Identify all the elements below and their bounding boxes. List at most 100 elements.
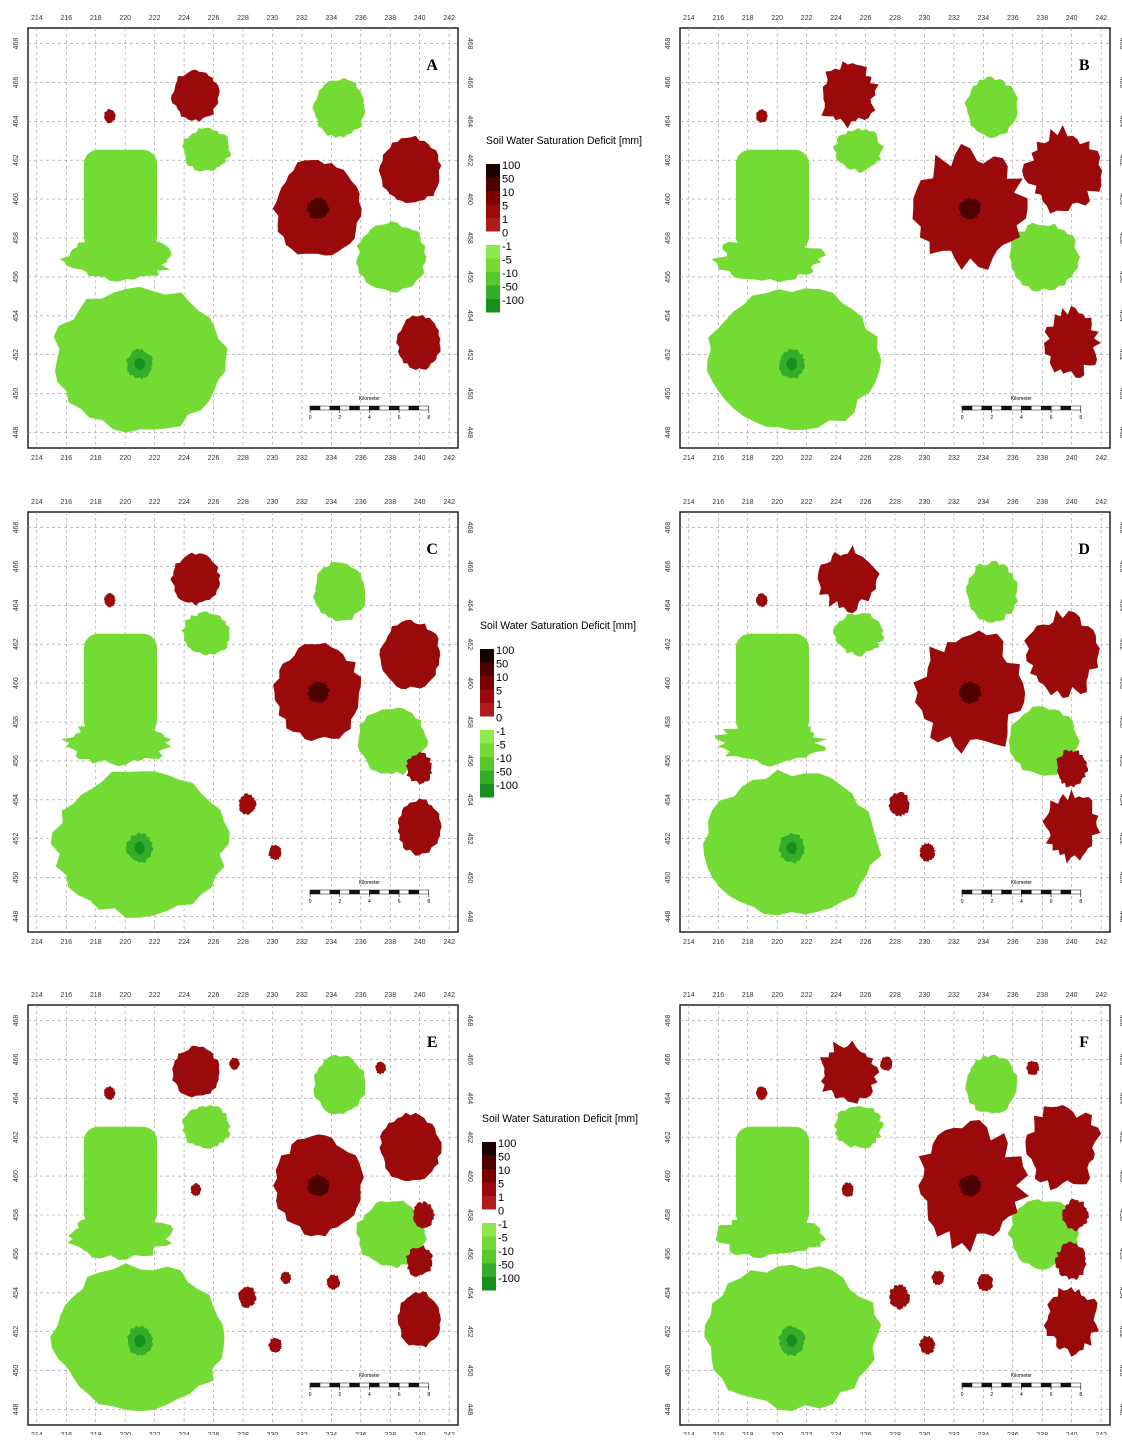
x-tick-label: 220 [119, 992, 131, 999]
scale-bar-segment [1051, 1383, 1061, 1387]
scale-bar-segment [1002, 1383, 1012, 1387]
legend-swatch [480, 784, 494, 798]
scale-bar-title: Kilometer [359, 396, 380, 402]
legend: Soil Water Saturation Deficit [mm]100501… [480, 620, 636, 798]
x-tick-label: 230 [267, 992, 279, 999]
zone [1025, 1105, 1101, 1190]
x-tick-label: 230 [267, 455, 279, 462]
x-tick-label: 218 [742, 992, 754, 999]
legend-label: 100 [498, 1138, 516, 1150]
scale-bar-segment [379, 890, 389, 894]
y-tick-label: 456 [665, 271, 672, 283]
y-tick-label: 452 [13, 349, 20, 361]
x-tick-label: 236 [1007, 15, 1019, 22]
y-tick-label: 458 [665, 232, 672, 244]
y-tick-label: 460 [466, 677, 473, 689]
x-tick-label: 238 [1036, 455, 1048, 462]
legend-label: -10 [498, 1246, 514, 1258]
y-tick-label: 458 [466, 232, 473, 244]
legend-label: 1 [496, 699, 502, 711]
scale-bar-segment [992, 890, 1002, 894]
y-tick-label: 466 [1118, 1054, 1122, 1066]
y-tick-label: 464 [1118, 1092, 1122, 1104]
x-tick-label: 242 [1095, 992, 1107, 999]
y-tick-label: 448 [665, 1404, 672, 1416]
scale-bar-title: Kilometer [1011, 1373, 1032, 1379]
x-tick-label: 226 [208, 15, 220, 22]
scale-bar-segment [1071, 1383, 1081, 1387]
y-tick-label: 448 [1118, 427, 1122, 439]
scale-tick-label: 8 [1079, 1392, 1082, 1398]
scale-bar-segment [1031, 406, 1041, 410]
scale-bar-segment [350, 406, 360, 410]
x-tick-label: 224 [178, 455, 190, 462]
x-tick-label: 224 [178, 939, 190, 946]
panel-label: C [426, 541, 438, 558]
y-tick-label: 468 [13, 522, 20, 534]
x-tick-label: 220 [119, 499, 131, 506]
x-tick-label: 236 [355, 992, 367, 999]
y-tick-label: 448 [665, 427, 672, 439]
legend-label: -5 [496, 740, 506, 752]
scale-tick-label: 4 [1020, 415, 1023, 421]
zone [84, 1127, 157, 1228]
x-tick-label: 230 [267, 939, 279, 946]
legend-label: 50 [496, 659, 508, 671]
x-tick-label: 224 [830, 499, 842, 506]
scale-tick-label: 4 [368, 415, 371, 421]
x-tick-label: 240 [414, 499, 426, 506]
legend-swatch [482, 1156, 496, 1170]
x-tick-label: 216 [712, 992, 724, 999]
map-panel: 2142142162162182182202202222222242242262… [665, 15, 1122, 462]
scale-tick-label: 2 [338, 415, 341, 421]
legend-swatch [486, 299, 500, 313]
legend-swatch [482, 1223, 496, 1237]
x-tick-label: 226 [208, 499, 220, 506]
y-tick-label: 456 [13, 755, 20, 767]
y-tick-label: 448 [466, 1404, 473, 1416]
y-tick-label: 456 [1118, 271, 1122, 283]
y-tick-label: 468 [466, 38, 473, 50]
x-tick-label: 220 [771, 15, 783, 22]
zone [736, 634, 809, 735]
x-tick-label: 232 [296, 992, 308, 999]
panel-label: E [427, 1034, 438, 1051]
y-tick-label: 464 [1118, 599, 1122, 611]
legend-label: 50 [498, 1152, 510, 1164]
y-tick-label: 460 [1118, 193, 1122, 205]
y-tick-label: 464 [13, 115, 20, 127]
y-tick-label: 458 [1118, 1209, 1122, 1221]
x-tick-label: 234 [326, 939, 338, 946]
legend-label: -50 [498, 1260, 514, 1272]
legend-swatch [482, 1237, 496, 1251]
x-tick-label: 228 [237, 499, 249, 506]
legend-swatch [486, 191, 500, 205]
legend-swatch [480, 717, 494, 731]
legend-label: 10 [496, 672, 508, 684]
y-tick-label: 468 [1118, 1015, 1122, 1027]
scale-bar-segment [360, 890, 370, 894]
map-panel: 2142142162162182182202202222222242242262… [13, 15, 473, 462]
y-tick-label: 456 [1118, 1248, 1122, 1260]
x-tick-label: 230 [919, 15, 931, 22]
x-tick-label: 242 [443, 992, 455, 999]
y-tick-label: 458 [13, 716, 20, 728]
y-tick-label: 458 [466, 1209, 473, 1221]
y-tick-label: 450 [466, 1365, 473, 1377]
map-panel: 2142142162162182182202202222222242242262… [13, 499, 473, 946]
y-tick-label: 450 [1118, 388, 1122, 400]
scale-bar-segment [1061, 1383, 1071, 1387]
y-tick-label: 462 [1118, 1131, 1122, 1143]
x-tick-label: 228 [237, 992, 249, 999]
y-tick-label: 460 [466, 1170, 473, 1182]
legend-label: -100 [496, 780, 518, 792]
scale-bar-segment [419, 890, 429, 894]
legend-swatch [482, 1183, 496, 1197]
y-tick-label: 450 [1118, 1365, 1122, 1377]
legend-label: -1 [498, 1219, 508, 1231]
legend-label: -100 [498, 1273, 520, 1285]
scale-bar-segment [320, 406, 330, 410]
scale-bar-segment [399, 406, 409, 410]
x-tick-label: 240 [1066, 455, 1078, 462]
scale-bar-segment [1021, 406, 1031, 410]
